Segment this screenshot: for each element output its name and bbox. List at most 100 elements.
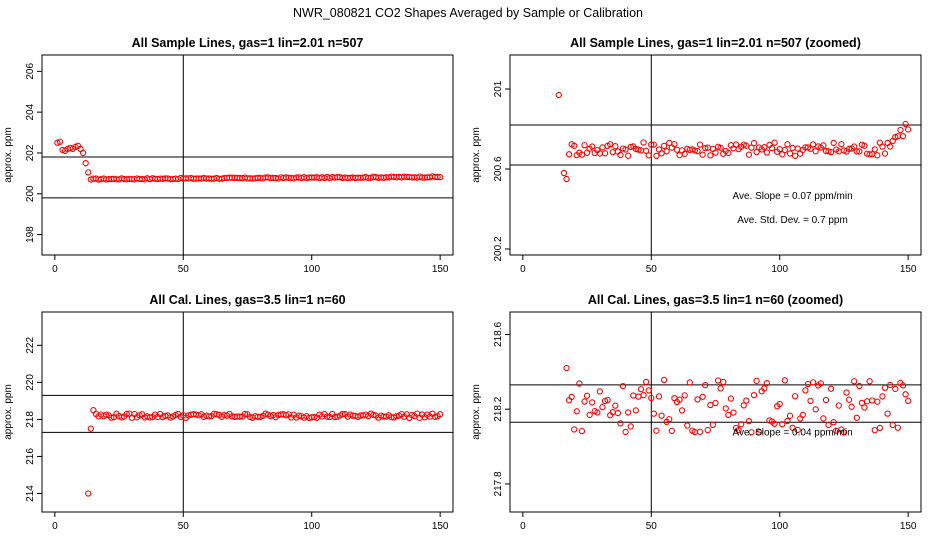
- data-point: [802, 387, 809, 394]
- data-point: [612, 402, 619, 409]
- annotation: Ave. Std. Dev. = 0.7 ppm: [737, 215, 848, 226]
- data-point: [686, 379, 693, 386]
- panel-title: All Cal. Lines, gas=3.5 lin=1 n=60 (zoom…: [588, 293, 843, 307]
- data-point: [871, 146, 878, 153]
- data-point: [437, 411, 444, 418]
- data-point: [863, 398, 871, 405]
- data-point: [581, 142, 588, 149]
- chart-panel-2: All Sample Lines, gas=1 lin=2.01 n=507 (…: [471, 36, 922, 275]
- plot-frame: [509, 54, 922, 256]
- data-point: [825, 421, 832, 429]
- panel-title: All Cal. Lines, gas=3.5 lin=1 n=60: [149, 293, 345, 307]
- data-point: [722, 405, 729, 412]
- data-point: [784, 417, 791, 425]
- data-point: [861, 404, 868, 411]
- data-point: [648, 394, 655, 402]
- data-point: [694, 396, 701, 403]
- data-point: [740, 402, 747, 409]
- data-point: [725, 411, 732, 419]
- panel-title: All Sample Lines, gas=1 lin=2.01 n=507: [132, 36, 364, 50]
- y-tick-label: 200: [25, 185, 36, 202]
- data-point: [871, 427, 878, 434]
- data-point: [696, 141, 704, 148]
- data-point: [809, 141, 817, 148]
- data-point: [619, 382, 627, 390]
- data-point: [635, 393, 642, 400]
- data-point: [653, 152, 660, 160]
- data-point: [827, 148, 835, 156]
- data-point: [707, 401, 714, 409]
- x-tick-label: 50: [646, 521, 658, 532]
- data-point: [642, 147, 650, 154]
- data-point: [761, 385, 768, 392]
- data-point: [663, 148, 670, 155]
- data-point: [874, 398, 881, 405]
- data-point: [56, 138, 64, 145]
- data-point: [748, 144, 755, 151]
- data-point: [617, 420, 624, 427]
- data-point: [786, 150, 794, 157]
- data-point: [79, 149, 87, 157]
- data-point: [745, 418, 753, 425]
- data-point: [568, 393, 575, 401]
- data-point: [673, 146, 681, 153]
- data-point: [594, 409, 601, 416]
- data-point: [879, 143, 886, 150]
- data-point: [851, 143, 858, 150]
- data-point: [630, 392, 637, 399]
- data-point: [555, 91, 562, 99]
- data-point: [743, 397, 750, 404]
- data-point: [869, 397, 876, 404]
- data-point: [791, 152, 799, 160]
- x-tick-label: 100: [771, 264, 788, 275]
- data-point: [720, 378, 727, 386]
- y-axis-label: approx. ppm: [471, 384, 482, 440]
- data-point: [889, 137, 896, 144]
- y-tick-label: 201: [493, 80, 504, 97]
- data-point: [794, 426, 801, 434]
- x-tick-label: 100: [771, 521, 788, 532]
- data-point: [681, 150, 688, 157]
- data-point: [599, 144, 606, 151]
- chart-panel-1: All Sample Lines, gas=1 lin=2.01 n=507 0 5…: [3, 36, 454, 275]
- data-point: [645, 387, 652, 394]
- data-point: [717, 385, 724, 392]
- data-point: [714, 377, 722, 384]
- data-point: [589, 143, 596, 150]
- data-point: [881, 384, 889, 391]
- data-point: [578, 427, 586, 435]
- data-point: [884, 410, 891, 417]
- data-point: [748, 429, 755, 436]
- data-point: [563, 175, 570, 183]
- data-point: [848, 403, 855, 410]
- data-point: [902, 391, 909, 398]
- data-point: [712, 149, 719, 156]
- data-point: [627, 423, 634, 430]
- data-point: [776, 400, 783, 408]
- data-point: [794, 145, 801, 152]
- data-point: [830, 139, 837, 147]
- data-point: [596, 388, 604, 395]
- data-point: [108, 414, 115, 421]
- data-point: [840, 429, 848, 436]
- data-point: [889, 421, 896, 429]
- data-point: [640, 392, 647, 399]
- data-point: [434, 173, 441, 181]
- data-point: [632, 407, 640, 414]
- data-point: [779, 421, 786, 428]
- y-tick-label: 214: [25, 485, 36, 502]
- data-point: [622, 428, 629, 436]
- data-point: [694, 147, 701, 155]
- data-point: [830, 419, 837, 426]
- figure-title: NWR_080821 CO2 Shapes Averaged by Sample…: [293, 6, 643, 20]
- data-point: [295, 412, 303, 419]
- data-point: [879, 393, 886, 400]
- data-point: [576, 380, 583, 387]
- data-point: [684, 422, 691, 429]
- data-point: [812, 406, 819, 413]
- data-point: [702, 144, 709, 152]
- data-point: [789, 144, 796, 152]
- y-tick-label: 198: [25, 226, 36, 243]
